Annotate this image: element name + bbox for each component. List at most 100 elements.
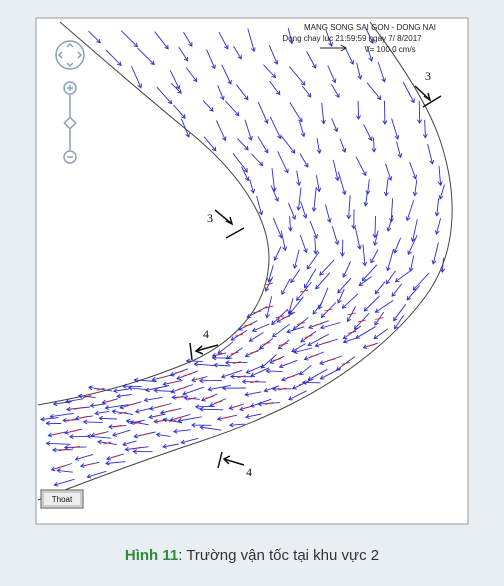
vector-head: [150, 60, 155, 66]
vector: [221, 369, 243, 378]
vector: [387, 248, 395, 271]
vector-head: [296, 181, 302, 187]
vector-head: [290, 149, 296, 154]
vector: [244, 119, 252, 141]
vector-tick: [232, 404, 241, 408]
vector-head: [241, 379, 247, 385]
vector: [299, 153, 309, 168]
vector: [202, 100, 214, 112]
vector-head: [200, 397, 206, 402]
vector: [53, 401, 72, 405]
vector: [414, 179, 418, 196]
vector: [162, 443, 179, 448]
vector: [427, 143, 433, 164]
vector-head: [273, 60, 279, 65]
vector-head: [362, 344, 368, 350]
vector-head: [429, 159, 435, 165]
vector-tick: [96, 387, 105, 391]
vector: [200, 426, 222, 431]
vector-head: [162, 443, 167, 449]
vector-head: [296, 296, 301, 302]
vector: [154, 389, 174, 392]
vector: [374, 281, 386, 294]
vector-head: [382, 120, 388, 125]
vector-head: [164, 44, 169, 50]
vector-head: [194, 404, 200, 410]
vector: [271, 167, 276, 192]
vector-tick: [275, 315, 284, 319]
vector-head: [94, 410, 100, 416]
vector-head: [191, 422, 196, 428]
vector-tick: [80, 415, 89, 419]
exit-button[interactable]: [40, 489, 84, 509]
vector-head: [217, 349, 223, 355]
vector-head: [292, 385, 297, 390]
vector-head: [173, 428, 178, 434]
vector-head: [180, 439, 186, 445]
vector-head: [185, 132, 190, 138]
scale-label: V= 100.0 cm/s: [364, 45, 415, 54]
vector: [249, 179, 255, 194]
vector-head: [244, 391, 250, 397]
vector-head: [244, 95, 249, 101]
pan-control[interactable]: [55, 40, 85, 70]
vector: [269, 116, 282, 139]
zoom-slider[interactable]: [63, 116, 77, 130]
vector-head: [244, 145, 249, 151]
vector-head: [264, 148, 269, 154]
vector-tick: [195, 377, 204, 380]
vector-head: [304, 283, 309, 289]
vector: [366, 82, 381, 100]
vector-tick: [126, 403, 135, 407]
vector-head: [248, 135, 253, 141]
vector: [331, 83, 340, 98]
vector: [312, 301, 323, 315]
vector-head: [337, 298, 342, 304]
vector-head: [383, 191, 389, 197]
vector-head: [176, 375, 182, 380]
vector-head: [227, 79, 232, 85]
vector: [250, 367, 270, 377]
vector-head: [243, 167, 248, 173]
vector: [288, 202, 296, 220]
vector-head: [183, 395, 189, 401]
vector-head: [49, 413, 55, 419]
vector: [145, 385, 170, 391]
vector-head: [405, 216, 411, 222]
vector-head: [300, 132, 306, 138]
vector-head: [381, 77, 386, 83]
vector-head: [225, 354, 231, 360]
vector-head: [216, 416, 222, 422]
vector-tick: [250, 380, 259, 384]
vector-head: [66, 406, 71, 412]
vector: [250, 398, 272, 407]
vector: [356, 62, 362, 80]
vector: [290, 268, 301, 283]
vector: [245, 391, 262, 396]
vector-tick: [205, 395, 214, 399]
vector-head: [246, 313, 252, 319]
vector: [373, 137, 375, 152]
vector: [363, 295, 380, 312]
vector-head: [82, 419, 88, 425]
vector-tick: [153, 414, 162, 418]
vector-head: [303, 355, 309, 361]
vector-head: [211, 64, 216, 70]
vector: [325, 204, 331, 223]
vector: [112, 429, 131, 436]
vector-head: [351, 224, 357, 230]
vector: [185, 67, 198, 82]
vector: [272, 323, 290, 338]
vector-tick: [366, 343, 375, 347]
caption: Hình 11: Trường vận tốc tại khu vực 2: [125, 547, 379, 564]
vector: [134, 379, 157, 382]
vector: [344, 47, 354, 65]
vector: [294, 249, 300, 269]
vector-head: [121, 383, 127, 389]
vector-tick: [177, 386, 187, 390]
vector-head: [171, 394, 176, 400]
vector-head: [45, 420, 51, 426]
vector-head: [230, 336, 236, 341]
vector-head: [112, 388, 118, 394]
vector-head: [346, 214, 352, 220]
